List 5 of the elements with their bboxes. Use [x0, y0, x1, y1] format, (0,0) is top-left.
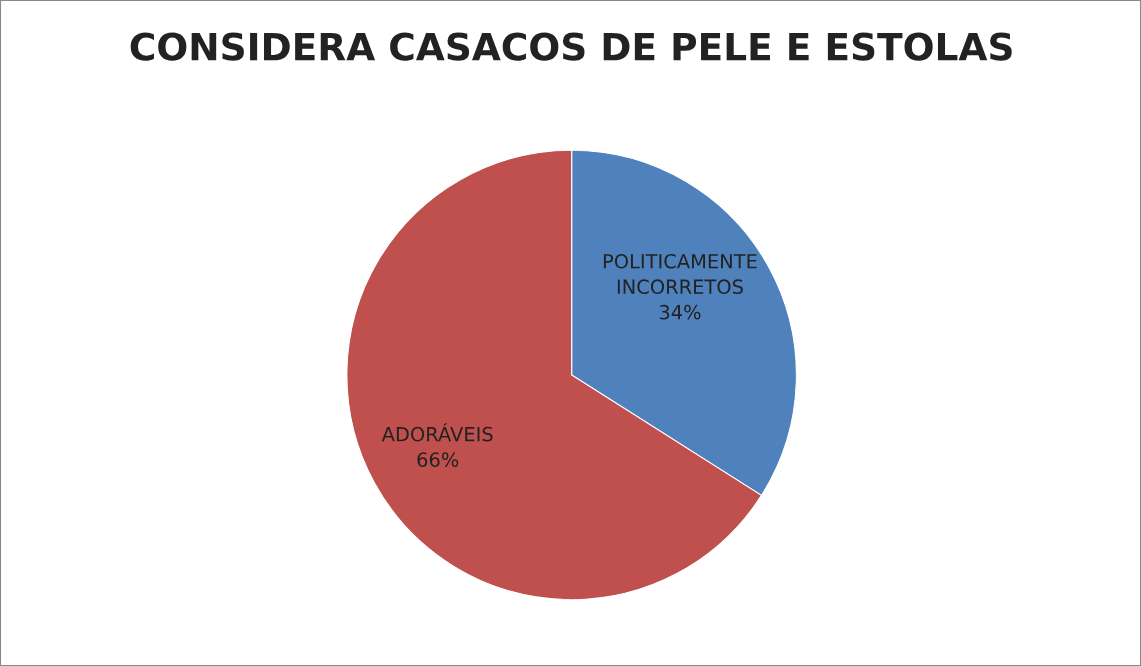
- data-label: 66%: [417, 452, 459, 467]
- slice-label: POLITICAMENTE INCORRETOS: [603, 253, 757, 295]
- chart-title: CONSIDERA CASACOS DE PELE E ESTOLAS: [130, 32, 1012, 61]
- slice-label: ADORÁVEIS: [381, 423, 493, 442]
- data-label: 34%: [659, 304, 701, 320]
